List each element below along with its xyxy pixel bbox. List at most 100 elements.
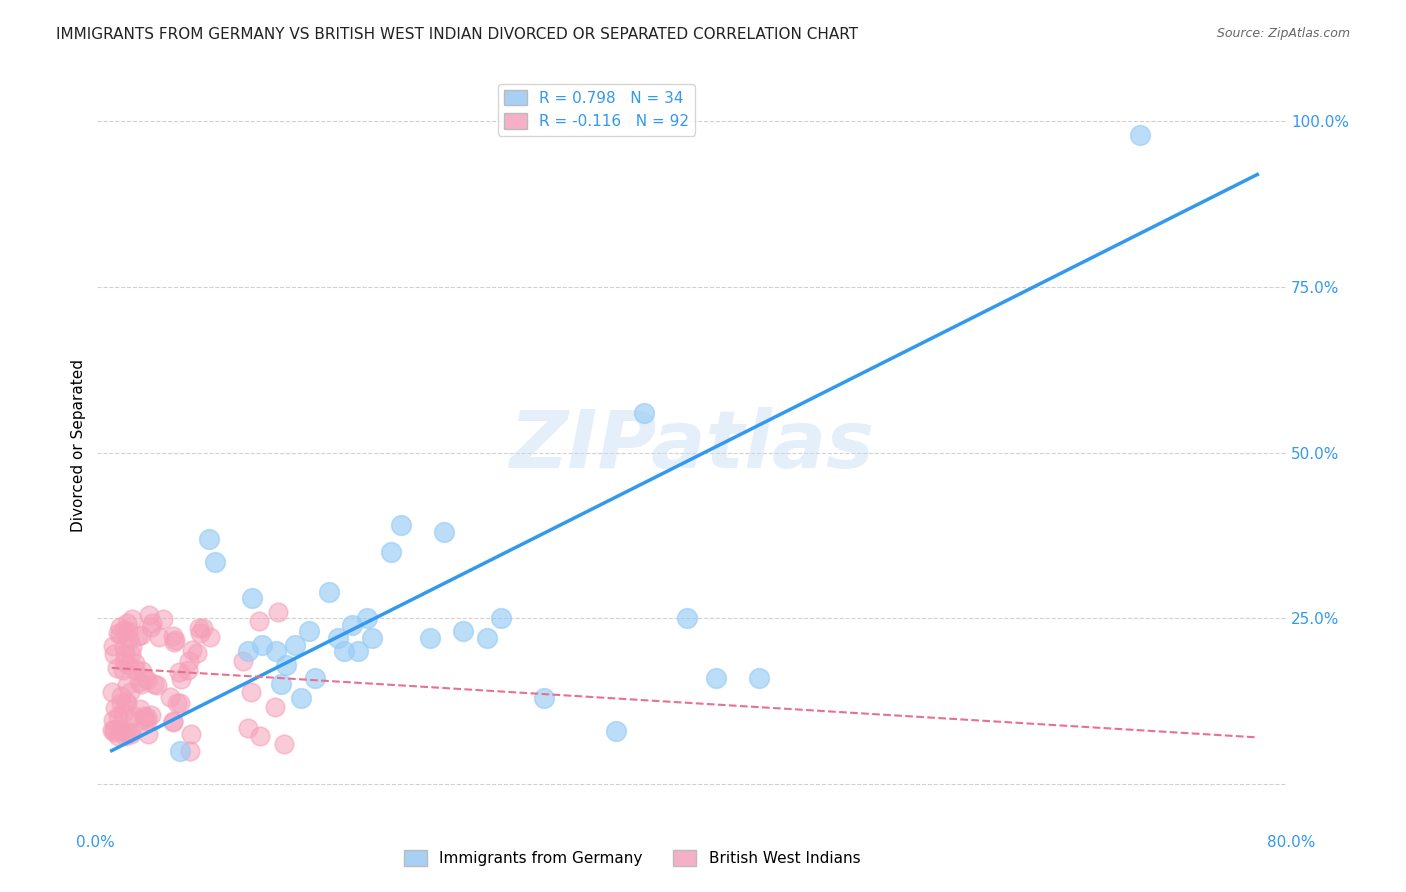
Point xyxy=(162,629,184,643)
Point xyxy=(270,677,292,691)
Point xyxy=(135,709,157,723)
Point xyxy=(198,532,221,546)
Text: ZIPatlas: ZIPatlas xyxy=(509,407,875,485)
Point xyxy=(112,664,135,678)
Point xyxy=(115,695,138,709)
Point xyxy=(110,627,132,641)
Point xyxy=(112,640,135,654)
Point xyxy=(361,631,384,645)
Point xyxy=(198,630,221,644)
Point xyxy=(166,696,188,710)
Point xyxy=(249,729,271,743)
Point xyxy=(118,632,141,646)
Text: IMMIGRANTS FROM GERMANY VS BRITISH WEST INDIAN DIVORCED OR SEPARATED CORRELATION: IMMIGRANTS FROM GERMANY VS BRITISH WEST … xyxy=(56,27,859,42)
Legend: R = 0.798   N = 34, R = -0.116   N = 92: R = 0.798 N = 34, R = -0.116 N = 92 xyxy=(498,84,695,136)
Point xyxy=(162,715,184,730)
Point xyxy=(115,696,138,710)
Point xyxy=(101,723,124,738)
Point xyxy=(136,727,159,741)
Point xyxy=(748,671,770,685)
Y-axis label: Divorced or Separated: Divorced or Separated xyxy=(72,359,86,533)
Point xyxy=(103,648,125,662)
Point xyxy=(1129,128,1152,142)
Point xyxy=(111,706,134,720)
Point xyxy=(191,621,214,635)
Point xyxy=(433,525,456,540)
Point xyxy=(105,661,128,675)
Point xyxy=(267,606,290,620)
Point xyxy=(236,722,259,736)
Point xyxy=(108,722,131,736)
Point xyxy=(121,640,143,654)
Point xyxy=(145,678,167,692)
Point xyxy=(389,518,412,533)
Point xyxy=(117,726,139,740)
Point xyxy=(129,702,152,716)
Point xyxy=(110,696,132,710)
Point xyxy=(356,611,378,625)
Point xyxy=(120,727,142,741)
Point xyxy=(114,726,136,740)
Point xyxy=(475,631,498,645)
Point xyxy=(186,646,208,660)
Point xyxy=(298,624,321,639)
Point xyxy=(177,663,200,677)
Point xyxy=(240,591,263,606)
Point xyxy=(380,545,402,559)
Point xyxy=(120,648,142,662)
Point xyxy=(169,696,191,710)
Point xyxy=(124,656,146,670)
Point xyxy=(169,672,191,686)
Point xyxy=(273,737,295,751)
Point xyxy=(107,709,129,723)
Point xyxy=(187,621,209,635)
Point xyxy=(118,685,141,699)
Point xyxy=(108,620,131,634)
Point xyxy=(104,701,127,715)
Point xyxy=(633,406,655,420)
Point xyxy=(135,673,157,687)
Point xyxy=(169,744,191,758)
Point xyxy=(114,730,136,744)
Point xyxy=(101,714,124,728)
Point xyxy=(266,644,288,658)
Point xyxy=(148,630,170,644)
Point xyxy=(159,690,181,705)
Point xyxy=(136,714,159,728)
Point xyxy=(115,677,138,691)
Point xyxy=(180,726,202,740)
Point xyxy=(141,615,163,630)
Point xyxy=(318,584,340,599)
Point xyxy=(121,612,143,626)
Point xyxy=(163,633,186,648)
Point xyxy=(232,654,254,668)
Point xyxy=(240,685,263,699)
Point xyxy=(129,676,152,690)
Text: 0.0%: 0.0% xyxy=(76,836,115,850)
Point xyxy=(162,634,184,648)
Point xyxy=(162,714,184,729)
Point xyxy=(107,626,129,640)
Point xyxy=(284,638,307,652)
Point xyxy=(132,712,155,726)
Point xyxy=(134,671,156,685)
Point xyxy=(112,623,135,637)
Point xyxy=(167,665,190,679)
Point xyxy=(247,614,270,628)
Point xyxy=(326,631,349,645)
Point xyxy=(204,555,226,569)
Point xyxy=(489,611,512,625)
Point xyxy=(114,647,136,661)
Point xyxy=(263,700,285,714)
Point xyxy=(605,723,627,738)
Point xyxy=(347,644,370,658)
Point xyxy=(451,624,474,639)
Point xyxy=(103,725,125,739)
Point xyxy=(704,671,727,685)
Point xyxy=(131,665,153,679)
Point xyxy=(112,655,135,669)
Point xyxy=(533,690,555,705)
Point xyxy=(127,629,149,643)
Point xyxy=(332,644,354,658)
Point xyxy=(124,662,146,676)
